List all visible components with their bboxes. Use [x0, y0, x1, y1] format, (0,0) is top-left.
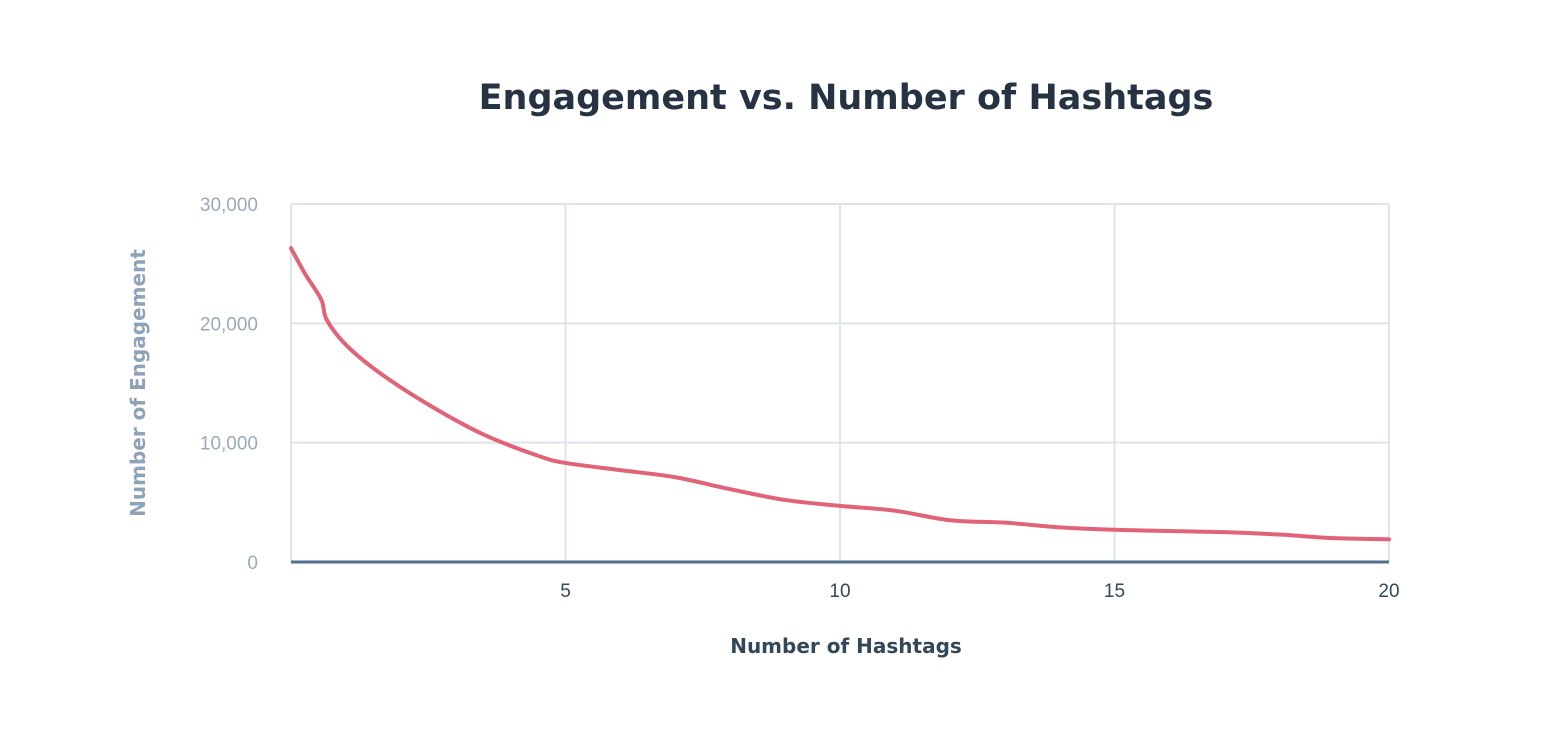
- gridlines: [290, 203, 1390, 564]
- x-tick-label: 10: [829, 581, 850, 602]
- chart-title: Engagement vs. Number of Hashtags: [478, 78, 1214, 118]
- x-tick-label: 5: [560, 581, 571, 602]
- x-tick-label: 15: [1104, 581, 1125, 602]
- x-tick-label: 20: [1378, 581, 1399, 602]
- y-tick-label: 20,000: [200, 314, 258, 335]
- x-axis-ticks: 5 10 15 20: [560, 581, 1399, 602]
- series-group: [289, 246, 1391, 542]
- y-axis-label: Number of Engagement: [126, 249, 150, 517]
- y-tick-label: 10,000: [200, 434, 258, 455]
- x-axis-label: Number of Hashtags: [730, 634, 962, 658]
- y-axis-ticks: 0 10,000 20,000 30,000: [200, 195, 258, 574]
- y-tick-label: 30,000: [200, 195, 258, 216]
- y-tick-label: 0: [247, 553, 258, 574]
- series-line: [289, 246, 1391, 542]
